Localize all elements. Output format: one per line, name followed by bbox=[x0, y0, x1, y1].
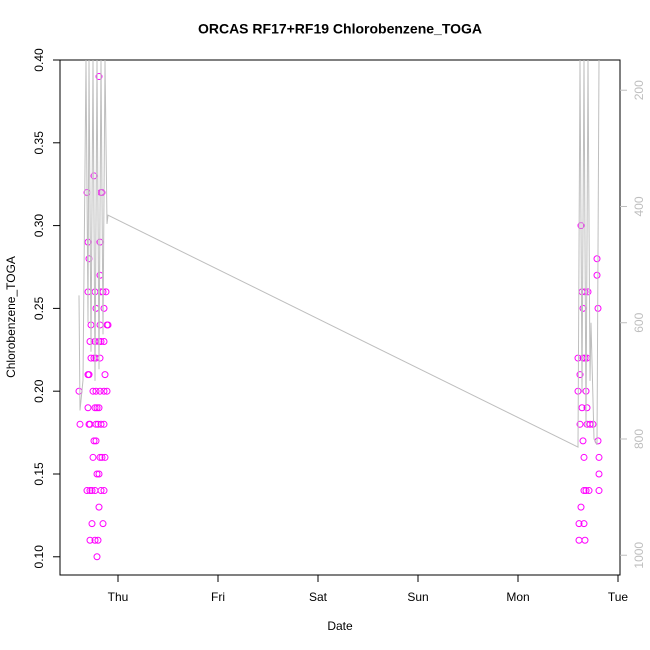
point bbox=[89, 387, 97, 395]
point bbox=[100, 420, 108, 428]
point bbox=[583, 404, 591, 412]
point bbox=[86, 487, 94, 495]
point bbox=[96, 453, 104, 461]
x-tick-label: Sat bbox=[309, 590, 328, 604]
y2-tick-label: 1000 bbox=[632, 542, 646, 569]
y-tick-label: 0.10 bbox=[32, 545, 46, 569]
point bbox=[593, 255, 601, 263]
point bbox=[581, 536, 589, 544]
point bbox=[85, 255, 93, 263]
point bbox=[586, 420, 594, 428]
point bbox=[93, 470, 101, 478]
point bbox=[90, 437, 98, 445]
x-tick-label: Fri bbox=[211, 590, 225, 604]
point bbox=[76, 420, 84, 428]
y-tick-label: 0.25 bbox=[32, 296, 46, 320]
plot-frame bbox=[59, 59, 621, 576]
point bbox=[93, 553, 101, 561]
trace-line bbox=[78, 60, 600, 448]
point bbox=[99, 520, 107, 528]
point bbox=[92, 387, 100, 395]
x-tick-label: Thu bbox=[108, 590, 129, 604]
point bbox=[104, 321, 112, 329]
point bbox=[95, 503, 103, 511]
point bbox=[95, 404, 103, 412]
point bbox=[100, 487, 108, 495]
point bbox=[75, 387, 83, 395]
point bbox=[580, 520, 588, 528]
point bbox=[88, 487, 96, 495]
point bbox=[100, 338, 108, 346]
point bbox=[576, 371, 584, 379]
point bbox=[575, 520, 583, 528]
point bbox=[101, 453, 109, 461]
point bbox=[92, 420, 100, 428]
point bbox=[91, 536, 99, 544]
point bbox=[577, 503, 585, 511]
y-tick-label: 0.20 bbox=[32, 379, 46, 403]
x-axis-label: Date bbox=[327, 619, 353, 633]
point bbox=[578, 404, 586, 412]
point bbox=[576, 420, 584, 428]
point bbox=[89, 453, 97, 461]
point bbox=[95, 470, 103, 478]
point bbox=[100, 304, 108, 312]
point bbox=[88, 520, 96, 528]
point bbox=[94, 536, 102, 544]
y-tick-label: 0.30 bbox=[32, 214, 46, 238]
point bbox=[579, 437, 587, 445]
point bbox=[92, 437, 100, 445]
point bbox=[96, 321, 104, 329]
point bbox=[103, 387, 111, 395]
point bbox=[97, 338, 105, 346]
y2-tick-label: 200 bbox=[632, 80, 646, 100]
point bbox=[84, 404, 92, 412]
point bbox=[91, 404, 99, 412]
point bbox=[86, 536, 94, 544]
point bbox=[95, 73, 103, 81]
point bbox=[83, 487, 91, 495]
chart-title: ORCAS RF17+RF19 Chlorobenzene_TOGA bbox=[198, 21, 482, 37]
point bbox=[580, 487, 588, 495]
point bbox=[98, 453, 106, 461]
point bbox=[96, 387, 104, 395]
point bbox=[85, 371, 93, 379]
point bbox=[101, 371, 109, 379]
y2-tick-label: 400 bbox=[632, 196, 646, 216]
x-tick-label: Sun bbox=[407, 590, 428, 604]
y-tick-label: 0.15 bbox=[32, 462, 46, 486]
point bbox=[585, 487, 593, 495]
point bbox=[582, 487, 590, 495]
point bbox=[93, 404, 101, 412]
point bbox=[595, 487, 603, 495]
point bbox=[589, 420, 597, 428]
point bbox=[575, 536, 583, 544]
point bbox=[100, 387, 108, 395]
point bbox=[580, 453, 588, 461]
point bbox=[595, 453, 603, 461]
point bbox=[86, 338, 94, 346]
y-tick-label: 0.35 bbox=[32, 131, 46, 155]
point bbox=[593, 271, 601, 279]
y-tick-label: 0.40 bbox=[32, 48, 46, 72]
x-tick-label: Tue bbox=[608, 590, 629, 604]
point bbox=[595, 470, 603, 478]
y2-tick-label: 800 bbox=[632, 429, 646, 449]
point bbox=[96, 354, 104, 362]
point bbox=[91, 288, 99, 296]
y-axis-label: Chlorobenzene_TOGA bbox=[4, 256, 18, 378]
point bbox=[97, 420, 105, 428]
point bbox=[97, 487, 105, 495]
y2-tick-label: 600 bbox=[632, 312, 646, 332]
x-tick-label: Mon bbox=[506, 590, 529, 604]
point bbox=[87, 354, 95, 362]
